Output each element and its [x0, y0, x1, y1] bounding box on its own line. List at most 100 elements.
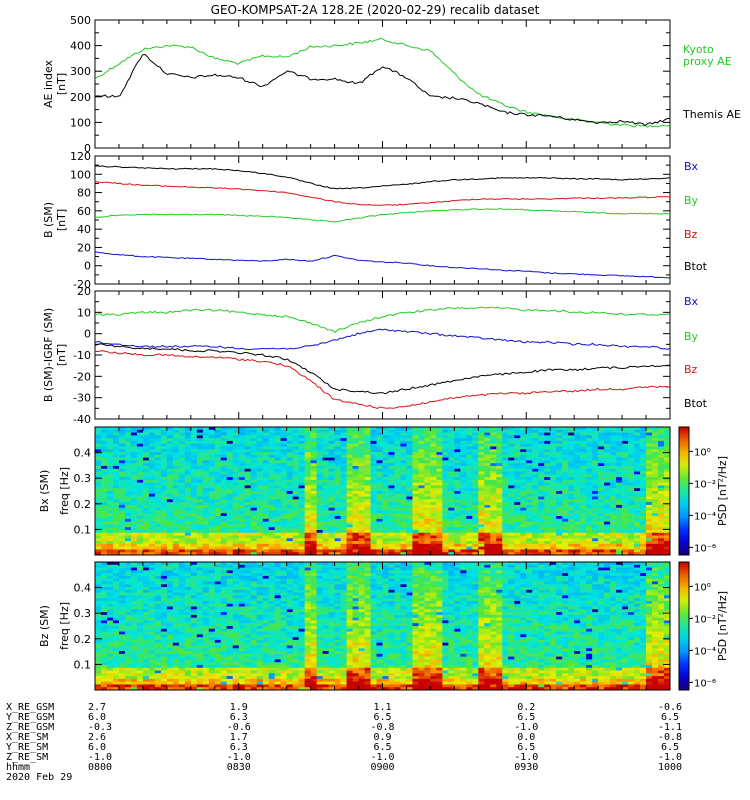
spectrogram-cell	[598, 446, 605, 450]
spectrogram-cell	[598, 454, 605, 459]
spectrogram-cell	[430, 504, 437, 509]
spectrogram-cell	[652, 438, 659, 442]
spectrogram-cell	[304, 518, 312, 523]
spectrogram-cell	[472, 518, 479, 523]
spectrogram-cell	[124, 485, 132, 489]
spectrogram-cell	[628, 502, 635, 506]
spectrogram-cell	[520, 460, 527, 464]
spectrogram-cell	[634, 477, 641, 481]
spectrogram-cell	[322, 527, 329, 531]
spectrogram-cell	[388, 452, 395, 456]
spectrogram-cell	[508, 452, 515, 456]
spectrogram-cell	[412, 541, 419, 545]
spectrogram-cell	[340, 429, 347, 433]
spectrogram-cell	[448, 479, 455, 484]
spectrogram-cell	[154, 471, 162, 475]
spectrogram-cell	[622, 435, 629, 439]
spectrogram-cell	[172, 518, 180, 523]
spectrogram-cell	[580, 524, 587, 528]
spectrogram-cell	[406, 446, 413, 450]
spectrogram-cell	[622, 440, 629, 445]
spectrogram-cell	[346, 538, 353, 542]
spectrogram-cell	[532, 463, 539, 467]
spectrogram-cell	[442, 429, 449, 433]
spectrogram-cell	[520, 504, 527, 509]
spectrogram-cell	[616, 435, 623, 439]
spectrogram-cell	[502, 513, 509, 517]
spectrogram-cell	[472, 460, 479, 464]
spectrogram-cell	[268, 438, 276, 442]
spectrogram-cell	[466, 521, 473, 525]
spectrogram-cell	[214, 546, 222, 550]
spectrogram-cell	[448, 460, 455, 464]
spectrogram-cell	[592, 452, 599, 456]
spectrogram-cell	[274, 463, 282, 467]
spectrogram-cell	[106, 510, 114, 514]
spectrogram-cell	[178, 535, 186, 539]
spectrogram-cell	[214, 543, 222, 548]
spectrogram-cell	[574, 463, 581, 467]
spectrogram-cell	[130, 457, 138, 461]
spectrogram-cell	[424, 477, 431, 481]
spectrogram-cell	[646, 432, 653, 436]
spectrogram-cell	[604, 471, 611, 475]
spectrogram-cell	[112, 529, 120, 534]
spectrogram-cell	[346, 452, 353, 456]
spectrogram-cell	[358, 471, 365, 475]
spectrogram-cell	[376, 524, 383, 528]
spectrogram-cell	[610, 502, 617, 506]
spectrogram-cell	[568, 524, 575, 528]
spectrogram-cell	[472, 471, 479, 475]
spectrogram-cell	[328, 529, 335, 534]
spectrogram-cell	[322, 457, 329, 461]
spectrogram-cell	[95, 449, 102, 453]
spectrogram-cell	[568, 479, 575, 484]
spectrogram-cell	[550, 502, 557, 506]
spectrogram-cell	[256, 502, 264, 506]
spectrogram-cell	[268, 477, 276, 481]
spectrogram-cell	[430, 507, 437, 511]
spectrogram-cell	[184, 491, 192, 495]
spectrogram-cell	[448, 499, 455, 503]
spectrogram-cell	[322, 521, 329, 525]
spectrogram-cell	[562, 452, 569, 456]
spectrogram-cell	[622, 502, 629, 506]
spectrogram-cell	[190, 521, 198, 525]
spectrogram-cell	[376, 552, 383, 556]
spectrogram-cell	[172, 479, 180, 484]
spectrogram-cell	[118, 491, 126, 495]
spectrogram-cell	[124, 535, 132, 539]
spectrogram-cell	[298, 429, 306, 433]
spectrogram-cell	[202, 535, 210, 539]
spectrogram-cell	[322, 463, 329, 467]
spectrogram-cell	[136, 504, 144, 509]
spectrogram-cell	[622, 471, 629, 475]
spectrogram-cell	[580, 513, 587, 517]
spectrogram-cell	[652, 454, 659, 459]
spectrogram-cell	[160, 465, 168, 470]
spectrogram-cell	[202, 546, 210, 550]
spectrogram-cell	[154, 521, 162, 525]
spectrogram-cell	[568, 499, 575, 503]
spectrogram-cell	[166, 504, 174, 509]
spectrogram-cell	[310, 438, 318, 442]
spectrogram-cell	[436, 518, 443, 523]
spectrogram-cell	[232, 435, 240, 439]
spectrogram-cell	[604, 521, 611, 525]
spectrogram-cell	[592, 493, 599, 497]
spectrogram-cell	[130, 454, 138, 459]
spectrogram-cell	[640, 465, 647, 470]
spectrogram-cell	[376, 488, 383, 492]
spectrogram-cell	[412, 454, 419, 459]
spectrogram-cell	[376, 477, 383, 481]
spectrogram-cell	[148, 541, 156, 545]
spectrogram-cell	[184, 477, 192, 481]
spectrogram-cell	[208, 429, 216, 433]
spectrogram-cell	[484, 491, 491, 495]
spectrogram-cell	[166, 457, 174, 461]
spectrogram-cell	[418, 468, 425, 472]
spectrogram-cell	[124, 479, 132, 484]
spectrogram-cell	[436, 499, 443, 503]
spectrogram-cell	[322, 438, 329, 442]
spectrogram-cell	[160, 541, 168, 545]
